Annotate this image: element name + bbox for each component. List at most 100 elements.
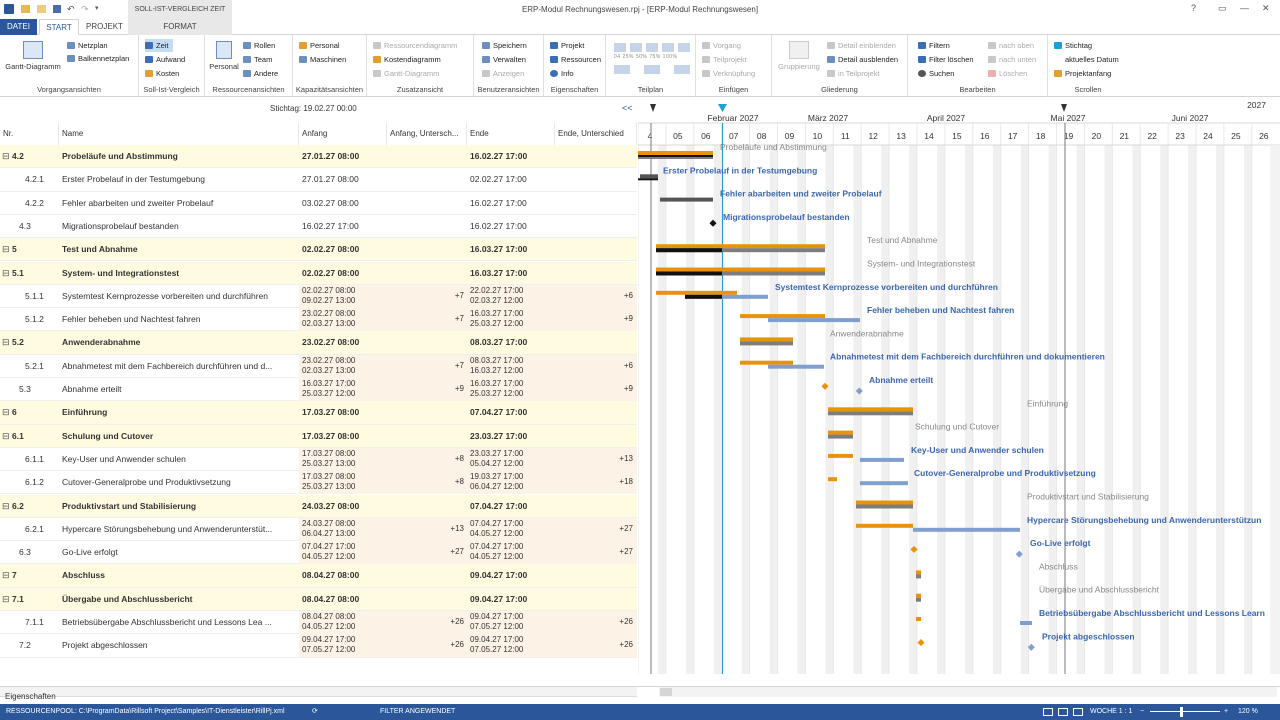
table-row[interactable]: ⊟ 7 Abschluss 08.04.27 08:00 09.04.27 17:00 — [0, 564, 637, 588]
scroll-projectstart-button[interactable]: Projektanfang — [1054, 67, 1111, 80]
plan-bar[interactable] — [828, 477, 837, 482]
col-anfang-diff[interactable]: Anfang, Untersch... — [387, 123, 467, 145]
table-row[interactable]: ⊟ 5 Test und Abnahme 02.02.27 08:00 16.03.27… — [0, 238, 637, 262]
table-row[interactable]: ⊟ 5.2 Anwenderabnahme 23.02.27 08:00 08.03.2… — [0, 331, 637, 355]
zoom-100-icon[interactable] — [678, 43, 690, 52]
move-down-button[interactable]: nach unten — [988, 53, 1036, 66]
detail-hide-button[interactable]: Detail ausblenden — [827, 53, 898, 66]
collapse-table-button[interactable]: << — [622, 103, 633, 113]
search-button[interactable]: Suchen — [918, 67, 954, 80]
zoom-75-icon[interactable] — [662, 43, 674, 52]
gruppierung-button[interactable]: Gruppierung — [774, 41, 824, 71]
milestone-plan[interactable] — [910, 545, 918, 553]
zoom-in-button[interactable]: + — [1224, 708, 1229, 715]
ressourcen-properties-button[interactable]: Ressourcen — [550, 53, 601, 66]
kap-personal-button[interactable]: Personal — [299, 39, 340, 52]
summary-actual-bar[interactable] — [916, 574, 921, 579]
tab-start[interactable]: START — [39, 19, 79, 35]
view-show-button[interactable]: Anzeigen — [482, 67, 524, 80]
actual-bar[interactable] — [1020, 621, 1032, 625]
properties-tab[interactable]: Eigenschaften — [5, 692, 56, 701]
cell-name[interactable]: Abschluss — [62, 570, 105, 581]
help-button[interactable]: ? — [1191, 3, 1197, 13]
kosten-button[interactable]: Kosten — [145, 67, 179, 80]
to-subproject-button[interactable]: in Teilprojekt — [827, 67, 880, 80]
scroll-stichtag-button[interactable]: Stichtag — [1054, 39, 1092, 52]
col-nr[interactable]: Nr. — [0, 123, 59, 145]
cell-name[interactable]: Betriebsübergabe Abschlussbericht und Le… — [62, 617, 272, 627]
team-button[interactable]: Team — [243, 53, 272, 66]
gantt-vscroll[interactable] — [1270, 145, 1280, 674]
undo-icon[interactable]: ↶ — [67, 4, 75, 14]
cell-name[interactable]: System- und Integrationstest — [62, 267, 180, 278]
insert-teilprojekt-button[interactable]: Teilprojekt — [702, 53, 747, 66]
summary-plan-bar[interactable] — [656, 267, 825, 272]
table-row[interactable]: 4.2.2 Fehler abarbeiten und zweiter Probe… — [0, 191, 637, 215]
gantt-hscroll-thumb[interactable] — [660, 688, 672, 696]
insert-link-button[interactable]: Verknüpfung — [702, 67, 755, 80]
cell-name[interactable]: Projekt abgeschlossen — [62, 640, 148, 651]
kap-maschinen-button[interactable]: Maschinen — [299, 53, 346, 66]
cell-name[interactable]: Übergabe und Abschlussbericht — [62, 593, 193, 604]
plan-bar[interactable] — [740, 360, 793, 365]
save-icon[interactable] — [53, 5, 61, 13]
summary-actual-bar[interactable] — [856, 504, 913, 509]
refresh-icon[interactable]: ⟳ — [312, 708, 318, 715]
table-row[interactable]: ⊟ 6 Einführung 17.03.27 08:00 07.04.27 17:00 — [0, 401, 637, 425]
projekt-properties-button[interactable]: Projekt — [550, 39, 584, 52]
view-split-icon[interactable] — [1058, 708, 1068, 716]
table-row[interactable]: ⊟ 5.1 System- und Integrationstest 02.02.27… — [0, 261, 637, 285]
table-row[interactable]: ⊟ 6.2 Produktivstart und Stabilisierung 24.… — [0, 494, 637, 518]
zoom-presets-2[interactable] — [614, 65, 690, 75]
milestone-actual[interactable] — [1027, 643, 1035, 651]
col-anfang[interactable]: Anfang — [299, 123, 387, 145]
table-row[interactable]: 5.1.2 Fehler beheben und Nachtest fahren 2… — [0, 308, 637, 332]
table-row[interactable]: 5.2.1 Abnahmetest mit dem Fachbereich dur… — [0, 354, 637, 378]
zoom-50-icon[interactable] — [646, 43, 658, 52]
tab-datei[interactable]: DATEI — [0, 19, 37, 35]
redo-icon[interactable]: ↷ — [81, 4, 89, 14]
cell-name[interactable]: Fehler beheben und Nachtest fahren — [62, 314, 201, 325]
aufwand-button[interactable]: Aufwand — [145, 53, 185, 66]
plan-bar[interactable] — [640, 174, 658, 179]
balkennetzplan-button[interactable]: Balkennetzplan — [67, 52, 129, 65]
summary-plan-bar[interactable] — [656, 244, 825, 249]
cell-name[interactable]: Abnahme erteilt — [62, 384, 122, 394]
actual-bar[interactable] — [685, 294, 768, 299]
fit-width-icon[interactable] — [614, 65, 630, 74]
plan-bar[interactable] — [856, 523, 913, 528]
scroll-today-button[interactable]: aktuelles Datum — [1054, 53, 1119, 66]
summary-actual-bar[interactable] — [916, 597, 921, 602]
plan-bar[interactable] — [660, 197, 713, 202]
summary-actual-bar[interactable] — [656, 271, 825, 276]
summary-plan-bar[interactable] — [916, 593, 921, 598]
zusatz-gantt-button[interactable]: Gantt-Diagramm — [373, 67, 439, 80]
plan-bar[interactable] — [828, 453, 853, 458]
close-button[interactable]: ✕ — [1262, 3, 1270, 13]
cell-name[interactable]: Fehler abarbeiten und zweiter Probelauf — [62, 197, 214, 208]
col-ende-diff[interactable]: Ende, Unterschied — [555, 123, 637, 145]
personal-view-button[interactable]: Personal — [207, 41, 241, 71]
table-row[interactable]: 6.1.2 Cutover-Generalprobe und Produktivs… — [0, 471, 637, 495]
view-chart-icon[interactable] — [1073, 708, 1083, 716]
gantt-diagram-button[interactable]: Gantt-Diagramm — [3, 41, 63, 71]
summary-actual-bar[interactable] — [656, 248, 825, 253]
collapse-toggle-icon[interactable]: ⊟ — [2, 244, 10, 255]
ressourcendiagramm-button[interactable]: Ressourcendiagramm — [373, 39, 457, 52]
cell-name[interactable]: Systemtest Kernprozesse vorbereiten und … — [62, 290, 269, 301]
summary-plan-bar[interactable] — [828, 430, 853, 435]
project-start-marker[interactable] — [650, 104, 656, 112]
grid-hscroll[interactable] — [0, 687, 637, 697]
table-row[interactable]: 6.1.1 Key-User und Anwender schulen 17.03.… — [0, 447, 637, 472]
gantt-hscroll[interactable] — [659, 687, 1277, 697]
filter-clear-button[interactable]: Filter löschen — [918, 53, 974, 66]
collapse-toggle-icon[interactable]: ⊟ — [2, 337, 10, 348]
table-row[interactable]: 5.1.1 Systemtest Kernprozesse vorbereiten… — [0, 284, 637, 309]
table-row[interactable]: 6.3 Go-Live erfolgt 07.04.27 17:00 04.05.27… — [0, 541, 637, 565]
collapse-toggle-icon[interactable]: ⊟ — [2, 570, 10, 581]
table-row[interactable]: 7.1.1 Betriebsübergabe Abschlussbericht u… — [0, 611, 637, 635]
zoom-presets[interactable] — [614, 43, 690, 53]
move-up-button[interactable]: nach oben — [988, 39, 1034, 52]
cell-name[interactable]: Cutover-Generalprobe und Produktivsetzun… — [62, 477, 231, 488]
collapse-toggle-icon[interactable]: ⊟ — [2, 267, 10, 278]
